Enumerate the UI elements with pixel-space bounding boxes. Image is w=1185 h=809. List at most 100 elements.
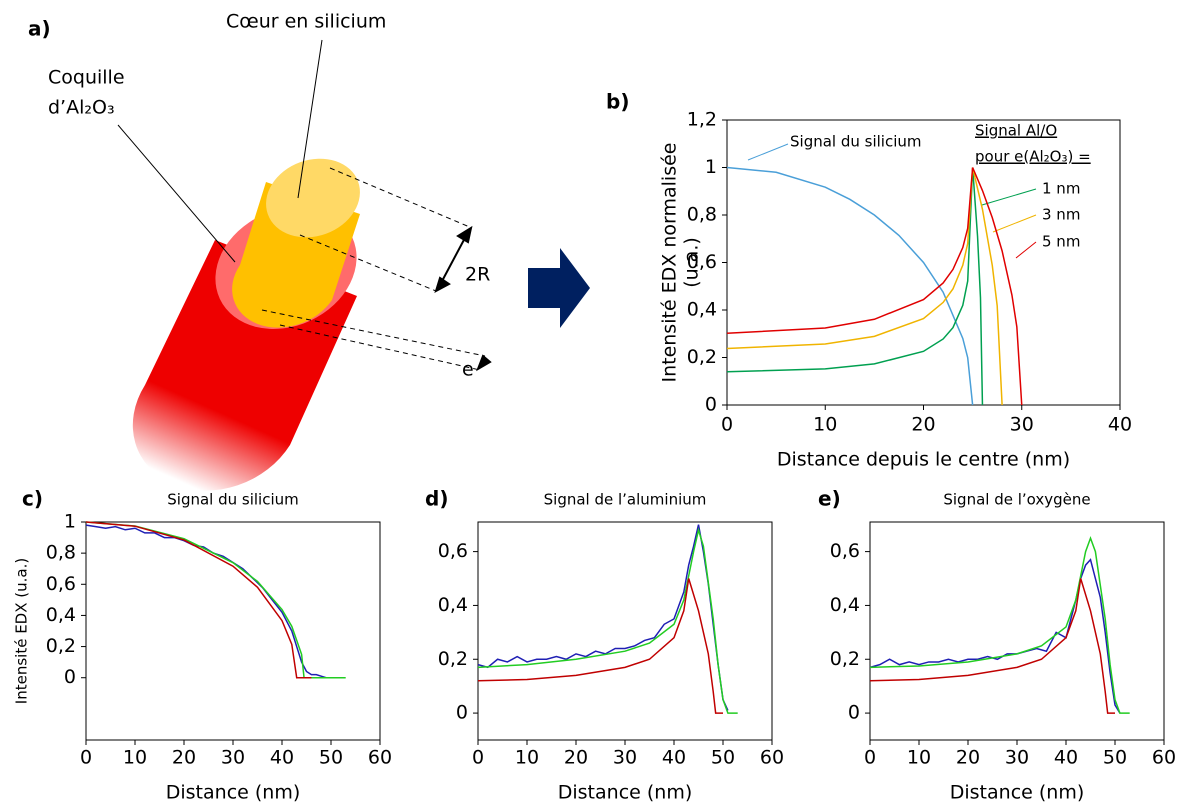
series-line xyxy=(726,167,984,406)
y-tick-label: 0,2 xyxy=(46,635,76,657)
series-line xyxy=(477,527,738,714)
y-tick-label: 0 xyxy=(705,394,717,416)
shell-label: Coquille xyxy=(48,67,125,89)
y-tick-label: 0,2 xyxy=(687,346,717,368)
x-tick-label: 10 xyxy=(813,414,837,436)
x-axis-label: Distance (nm) xyxy=(950,782,1085,804)
x-tick-label: 20 xyxy=(956,747,980,769)
leader-line xyxy=(747,143,789,161)
series-label: Signal du silicium xyxy=(790,133,922,151)
panel-label: c) xyxy=(22,487,43,511)
leader-line xyxy=(992,214,1037,233)
series-line xyxy=(726,167,1023,406)
legend-title: Signal Al/O xyxy=(975,122,1057,140)
x-tick-label: 40 xyxy=(1054,747,1078,769)
x-tick-label: 10 xyxy=(123,747,147,769)
series-line xyxy=(869,578,1115,714)
plot-frame xyxy=(477,521,773,741)
series-line xyxy=(85,521,346,679)
dimension-lines xyxy=(261,167,486,371)
x-tick-label: 0 xyxy=(864,747,876,769)
dimension-label: e xyxy=(462,359,474,381)
series-line xyxy=(869,535,1130,714)
x-tick-label: 50 xyxy=(1103,747,1127,769)
dimension-arrows xyxy=(434,225,492,372)
series-line xyxy=(85,521,312,679)
y-axis-label: Intensité EDX normalisée xyxy=(659,142,681,382)
y-tick-label: 0,4 xyxy=(687,299,717,321)
chart-title: Signal de l’oxygène xyxy=(943,491,1090,509)
shell-label: d’Al₂O₃ xyxy=(48,97,115,119)
y-tick-label: 0 xyxy=(456,702,468,724)
x-tick-label: 0 xyxy=(80,747,92,769)
y-axis-label: (u.a.) xyxy=(681,237,703,288)
panel-label: b) xyxy=(606,90,629,114)
series-line xyxy=(477,578,723,714)
x-tick-label: 10 xyxy=(907,747,931,769)
series-line xyxy=(726,167,1003,406)
x-tick-label: 60 xyxy=(368,747,392,769)
y-tick-label: 0,8 xyxy=(46,542,76,564)
x-tick-label: 10 xyxy=(515,747,539,769)
y-tick-label: 0,6 xyxy=(438,540,468,562)
core-top xyxy=(266,158,360,238)
series-label: 3 nm xyxy=(1042,206,1080,224)
y-tick-label: 0,6 xyxy=(830,540,860,562)
y-tick-label: 1 xyxy=(705,156,717,178)
y-tick-label: 0,2 xyxy=(830,648,860,670)
panel-label: d) xyxy=(425,487,448,511)
arrow xyxy=(528,248,590,328)
x-tick-label: 40 xyxy=(662,747,686,769)
x-tick-label: 40 xyxy=(1108,414,1132,436)
chart-title: Signal de l’aluminium xyxy=(544,491,707,509)
panel-label: a) xyxy=(28,17,51,41)
series-line xyxy=(726,166,974,406)
y-tick-label: 0,6 xyxy=(687,251,717,273)
dimension-label: 2R xyxy=(465,264,490,286)
leader-line xyxy=(297,39,323,199)
x-axis-label: Distance (nm) xyxy=(166,782,301,804)
x-axis-label: Distance (nm) xyxy=(558,782,693,804)
cylinder-diagram xyxy=(117,39,590,491)
x-tick-label: 50 xyxy=(711,747,735,769)
x-tick-label: 60 xyxy=(760,747,784,769)
y-tick-label: 1,2 xyxy=(687,109,717,131)
leader-line xyxy=(117,124,236,263)
legend-title: pour e(Al₂O₃) = xyxy=(975,148,1091,166)
y-tick-label: 0,8 xyxy=(687,204,717,226)
panel-label: e) xyxy=(818,487,841,511)
y-tick-label: 0,4 xyxy=(46,604,76,626)
x-tick-label: 30 xyxy=(1010,414,1034,436)
x-tick-label: 30 xyxy=(613,747,637,769)
series-label: 1 nm xyxy=(1042,180,1080,198)
x-tick-label: 30 xyxy=(221,747,245,769)
x-axis-label: Distance depuis le centre (nm) xyxy=(777,449,1070,471)
series-line xyxy=(85,524,327,679)
y-tick-label: 0,2 xyxy=(438,648,468,670)
plot-frame xyxy=(85,521,381,741)
x-tick-label: 40 xyxy=(270,747,294,769)
y-tick-label: 0,4 xyxy=(438,594,468,616)
x-tick-label: 50 xyxy=(319,747,343,769)
core-label: Cœur en silicium xyxy=(226,11,386,33)
x-tick-label: 60 xyxy=(1152,747,1176,769)
y-tick-label: 1 xyxy=(64,511,76,533)
x-tick-label: 20 xyxy=(911,414,935,436)
chart-title: Signal du silicium xyxy=(167,491,299,509)
y-tick-label: 0 xyxy=(64,666,76,688)
leader-line xyxy=(1015,241,1037,259)
x-tick-label: 0 xyxy=(721,414,733,436)
y-tick-label: 0 xyxy=(848,702,860,724)
x-tick-label: 0 xyxy=(472,747,484,769)
leader-line xyxy=(981,188,1037,206)
x-tick-label: 30 xyxy=(1005,747,1029,769)
y-axis-label: Intensité EDX (u.a.) xyxy=(13,558,31,704)
x-tick-label: 20 xyxy=(172,747,196,769)
plot-frame xyxy=(869,521,1165,741)
series-line xyxy=(477,524,729,711)
x-tick-label: 20 xyxy=(564,747,588,769)
y-tick-label: 0,4 xyxy=(830,594,860,616)
y-tick-label: 0,6 xyxy=(46,573,76,595)
